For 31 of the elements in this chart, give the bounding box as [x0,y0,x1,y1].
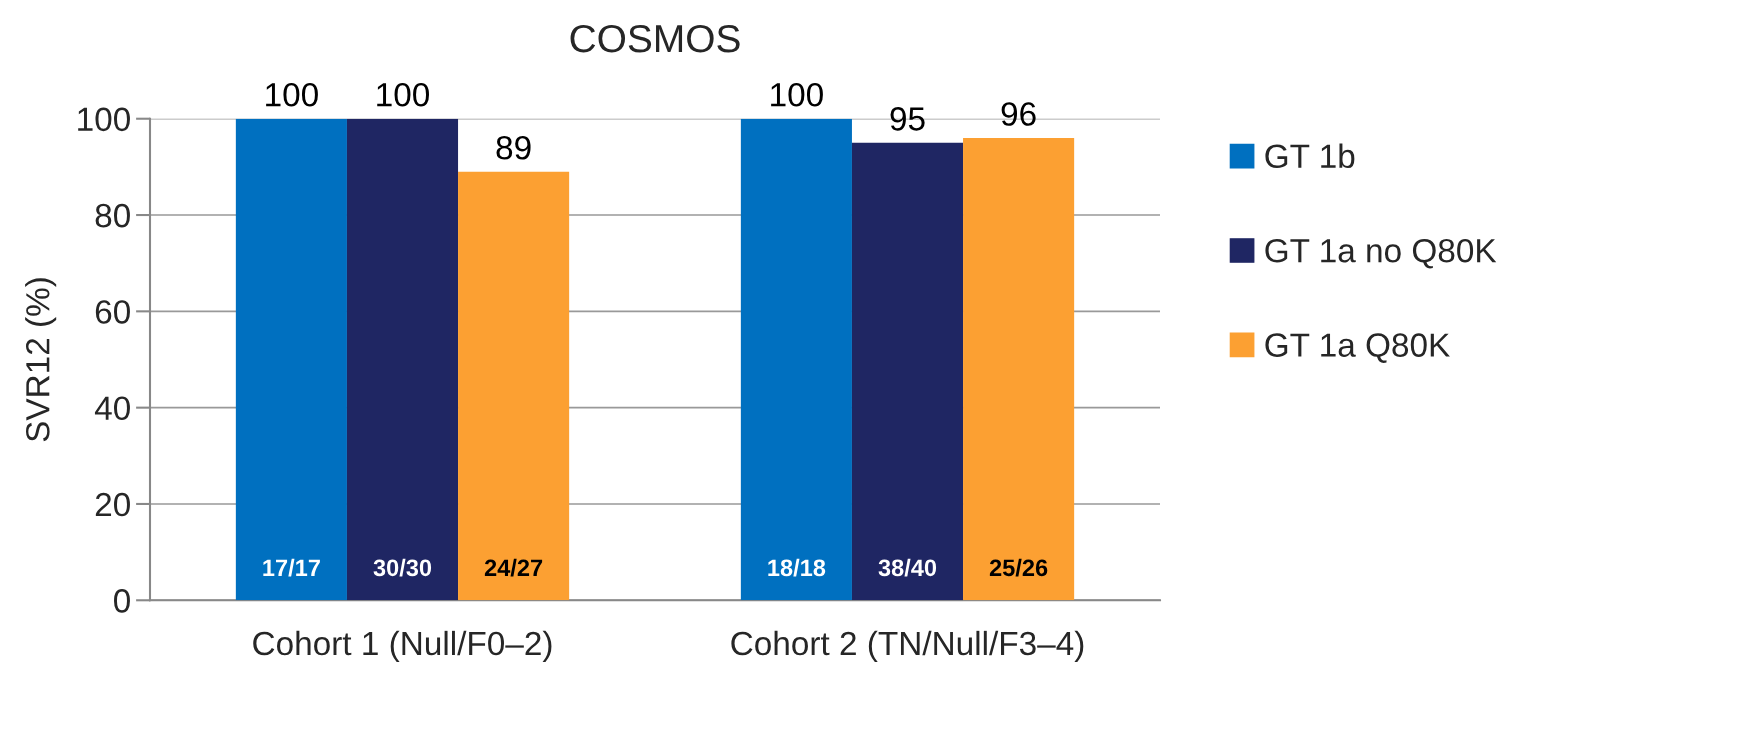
annotation: 17/17 [263,558,320,577]
y-tick-label: 100 [78,107,130,132]
x-tick-label: Cohort 1 (Null/F0–2) [253,630,552,662]
annotation: 24/27 [484,558,543,577]
legend-label: GT 1a Q80K [1265,333,1450,363]
bar [740,118,852,601]
data-label: 100 [771,82,823,107]
data-label: 89 [496,135,531,160]
y-tick-label: 40 [94,396,130,421]
y-axis-title: SVR12 (%) [25,278,57,442]
data-label: 100 [377,82,430,107]
annotation: 38/40 [878,558,937,577]
data-label: 100 [266,82,318,107]
annotation: 18/18 [768,558,826,577]
annotation: 25/26 [989,558,1048,577]
data-label: 96 [1001,102,1036,126]
x-tick-label: Cohort 2 (TN/Null/F3–4) [731,630,1084,662]
bar [458,171,570,601]
legend-label: GT 1a no Q80K [1265,238,1497,269]
y-tick-label: 20 [95,492,130,517]
bar [346,118,459,601]
bar [851,142,964,601]
y-tick-label: 0 [114,589,130,613]
y-tick-label: 60 [95,300,130,324]
y-tick-label: 80 [95,203,130,228]
annotation: 30/30 [373,558,432,577]
legend-label: GT 1b [1265,143,1355,169]
data-label: 95 [890,107,925,131]
bar [963,137,1075,601]
chart-title: COSMOS [570,24,740,53]
bar [235,118,347,601]
